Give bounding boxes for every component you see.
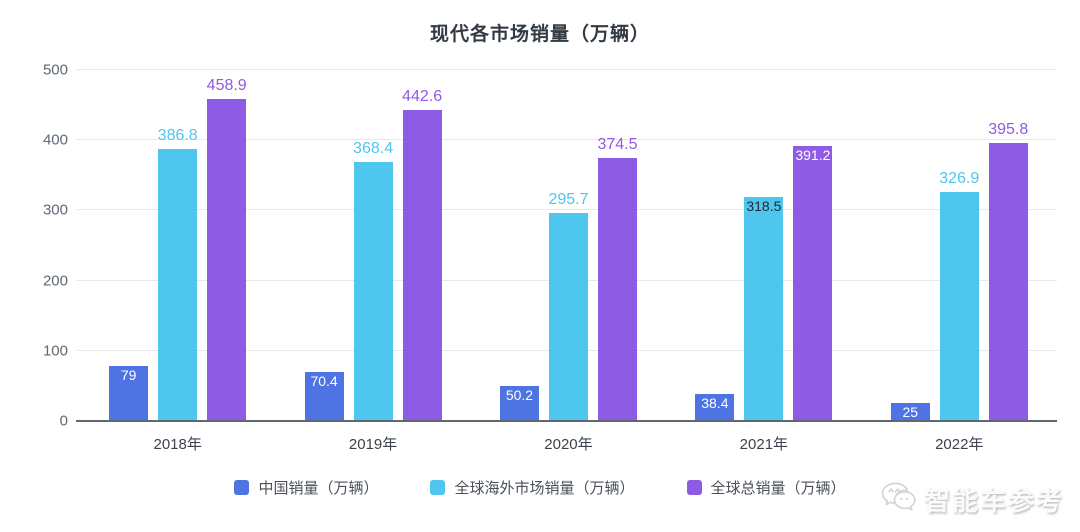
y-tick-label: 500 bbox=[42, 61, 68, 79]
chart-title: 现代各市场销量（万辆） bbox=[429, 24, 650, 45]
bar-group: 25 326.9 395.8 2022年 bbox=[890, 122, 1028, 453]
legend-label: 全球海外市场销量（万辆） bbox=[454, 480, 635, 497]
bar-group: 79 386.8 458.9 2018年 bbox=[109, 77, 247, 453]
bar-value-label: 326.9 bbox=[939, 169, 980, 187]
global-bar: 391.2 bbox=[793, 146, 833, 421]
x-axis-category-label: 2019年 bbox=[348, 436, 398, 453]
legend-item-global: 全球总销量（万辆） bbox=[686, 477, 846, 498]
bar-group: 38.4 318.5 391.2 2021年 bbox=[695, 146, 833, 453]
china-bar: 38.4 bbox=[695, 394, 735, 421]
bar-groups: 79 386.8 458.9 2018年 70.4 368.4 442.6 2019年 50.2… bbox=[80, 70, 1057, 453]
overseas-bar: 318.5 bbox=[744, 197, 784, 421]
legend-item-china: 中国销量（万辆） bbox=[234, 477, 378, 498]
legend-swatch bbox=[686, 480, 702, 495]
watermark: 智能车参考 bbox=[880, 481, 1064, 518]
y-tick-label: 200 bbox=[42, 272, 68, 290]
watermark-text: 智能车参考 bbox=[923, 486, 1064, 516]
plot-area: 79 386.8 458.9 2018年 70.4 368.4 442.6 2019年 50.2… bbox=[43, 63, 1057, 453]
legend-label: 全球总销量（万辆） bbox=[710, 480, 846, 497]
global-bar: 442.6 bbox=[402, 89, 442, 421]
wechat-icon bbox=[880, 481, 918, 518]
x-axis-line bbox=[76, 420, 1057, 422]
y-tick-label: 300 bbox=[42, 201, 68, 219]
gridline bbox=[76, 209, 1057, 211]
overseas-bar: 386.8 bbox=[158, 128, 198, 421]
y-tick-label: 0 bbox=[59, 412, 68, 430]
china-bar: 25 bbox=[890, 403, 930, 421]
overseas-bar: 368.4 bbox=[353, 141, 393, 421]
china-bar: 50.2 bbox=[499, 385, 539, 421]
bar-value-label: 79 bbox=[120, 366, 137, 383]
bar-value-label: 318.5 bbox=[746, 198, 782, 215]
china-bar: 70.4 bbox=[304, 371, 344, 421]
bar-value-label: 368.4 bbox=[353, 140, 394, 158]
legend-swatch bbox=[234, 480, 250, 495]
legend: 中国销量（万辆） 全球海外市场销量（万辆） 全球总销量（万辆） bbox=[0, 477, 1080, 498]
global-bar: 374.5 bbox=[597, 137, 637, 421]
bar-value-label: 50.2 bbox=[505, 386, 534, 403]
bar-value-label: 458.9 bbox=[206, 76, 247, 94]
gridline bbox=[76, 69, 1057, 70]
y-tick-label: 400 bbox=[42, 131, 68, 149]
x-axis-category-label: 2021年 bbox=[739, 436, 789, 453]
legend-swatch bbox=[430, 480, 446, 495]
global-bar: 458.9 bbox=[207, 77, 247, 421]
bar-value-label: 386.8 bbox=[157, 127, 198, 145]
x-axis-category-label: 2022年 bbox=[935, 436, 984, 453]
bar-group: 50.2 295.7 374.5 2020年 bbox=[499, 137, 637, 453]
bar-value-label: 25 bbox=[902, 404, 919, 421]
china-bar: 79 bbox=[109, 365, 149, 421]
bar-value-label: 395.8 bbox=[988, 121, 1029, 139]
global-bar: 395.8 bbox=[988, 122, 1028, 421]
bar-value-label: 295.7 bbox=[548, 191, 589, 209]
bar-value-label: 391.2 bbox=[795, 147, 831, 164]
bar-value-label: 442.6 bbox=[402, 88, 443, 106]
gridline bbox=[76, 139, 1057, 141]
x-axis-category-label: 2018年 bbox=[153, 436, 202, 453]
bar-value-label: 38.4 bbox=[701, 395, 729, 412]
legend-item-overseas: 全球海外市场销量（万辆） bbox=[430, 477, 635, 498]
legend-label: 中国销量（万辆） bbox=[258, 480, 379, 497]
overseas-bar: 326.9 bbox=[939, 170, 979, 421]
overseas-bar: 295.7 bbox=[548, 192, 588, 421]
bar-value-label: 70.4 bbox=[310, 372, 338, 389]
bar-group: 70.4 368.4 442.6 2019年 bbox=[304, 89, 442, 453]
y-tick-label: 100 bbox=[42, 342, 68, 360]
bar-value-label: 374.5 bbox=[597, 136, 638, 154]
x-axis-category-label: 2020年 bbox=[544, 436, 593, 453]
